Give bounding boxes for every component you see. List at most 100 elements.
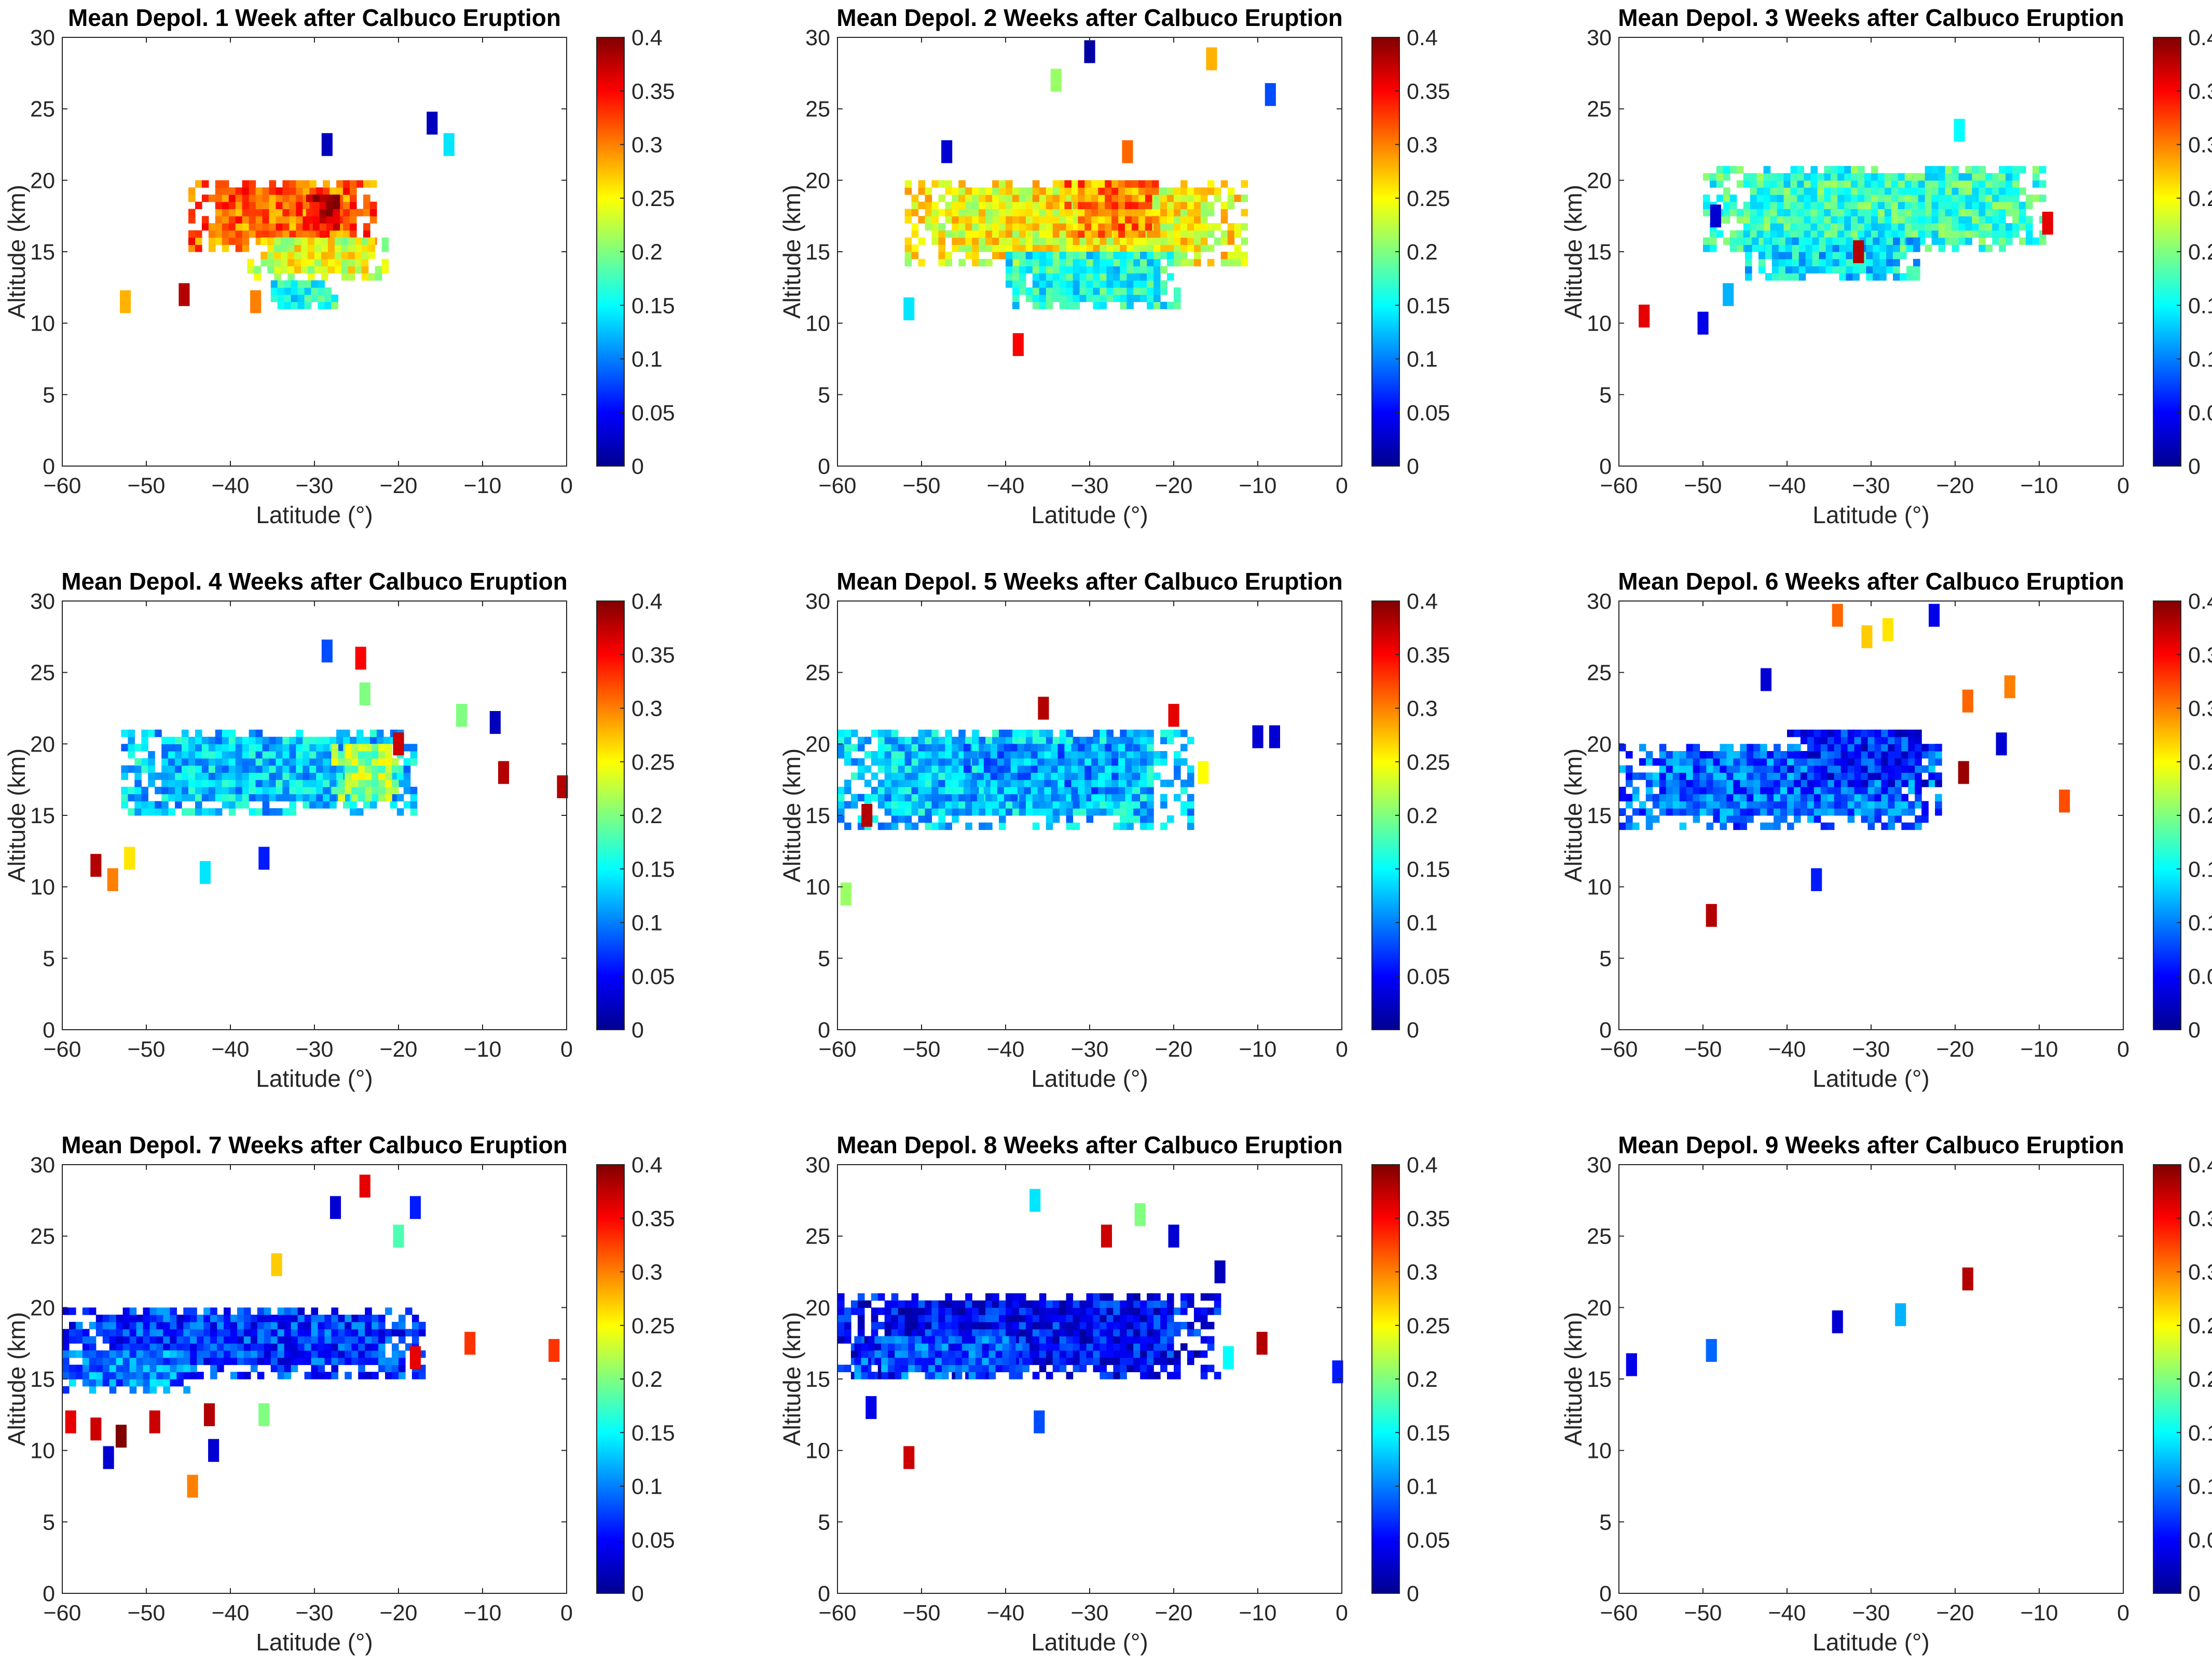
heatmap-cell [215,808,223,816]
heatmap-cell [141,758,148,766]
heatmap-cell [354,252,362,260]
heatmap-cell [102,1329,110,1336]
heatmap-cell [149,1386,157,1394]
heatmap-cell [972,223,979,231]
heatmap-cell [1851,166,1858,174]
heatmap-cell [1046,187,1053,195]
heatmap-cell [1066,258,1074,267]
heatmap-cell [350,187,357,195]
heatmap-cell [1147,780,1154,787]
heatmap-cell [1031,786,1038,795]
heatmap-cell [999,736,1006,744]
heatmap-cell [1073,736,1080,744]
heatmap-cell [1105,209,1112,216]
heatmap-cell [1227,187,1235,195]
heatmap-cell [1111,201,1119,209]
heatmap-cell [1187,808,1194,816]
heatmap-cell [348,244,355,252]
heatmap-cell [350,201,357,209]
heatmap-cell [1804,216,1811,224]
heatmap-cell [1780,780,1788,787]
heatmap-cell [208,194,216,202]
heatmap-cell [235,230,243,238]
heatmap-cell [1743,223,1751,231]
heatmap-cell [2012,209,2019,216]
heatmap-cell [904,1329,912,1336]
heatmap-cell [294,266,301,274]
heatmap-cell [197,1350,204,1358]
heatmap-cell [301,237,308,245]
heatmap-cell [1915,765,1922,773]
heatmap-cell [864,1300,872,1308]
heatmap-cell [296,180,303,188]
heatmap-cell [358,758,365,766]
heatmap-cell [1645,794,1653,802]
heatmap-cell [324,1372,332,1380]
heatmap-cell [938,223,945,231]
heatmap-cell [1105,201,1112,209]
heatmap-cell [1010,765,1018,773]
heatmap-cell [1180,187,1188,195]
heatmap-cell [282,765,290,773]
heatmap-cell [116,1372,123,1380]
heatmap-cell [1071,794,1078,802]
heatmap-cell [965,237,972,245]
heatmap-cell [877,729,885,738]
heatmap-cell [972,801,979,809]
heatmap-cell [1659,772,1667,780]
heatmap-cell [904,1321,912,1330]
heatmap-cell [75,1336,83,1344]
heatmap-cell [222,230,229,238]
heatmap-cell [351,1350,359,1358]
heatmap-cell [128,808,135,816]
y-tick-label: 0 [818,1018,830,1043]
heatmap-cell [1804,194,1811,202]
heatmap-cell [1032,187,1040,195]
heatmap-cell [1819,266,1826,274]
heatmap-cell [844,729,851,738]
heatmap-cell [884,801,892,809]
heatmap-cell [210,1350,217,1358]
x-tick-label: −40 [987,1037,1025,1062]
heatmap-cell [262,751,270,759]
heatmap-cell [999,1300,1006,1308]
heatmap-cell [1113,280,1120,288]
heatmap-cell [1999,209,2006,216]
heatmap-cell [985,801,993,809]
heatmap-cell [1024,765,1032,773]
heatmap-cell [1810,173,1818,181]
heatmap-cell [1840,808,1848,816]
heatmap-cell [128,736,135,744]
heatmap-cell [2019,209,2026,216]
heatmap-cell [1113,801,1120,809]
heatmap-cell [1180,780,1188,787]
heatmap-cell [1207,209,1215,216]
heatmap-cell [303,801,310,809]
heatmap-cell [1160,237,1167,245]
colorbar-tick-label: 0.2 [2188,803,2212,828]
heatmap-cell [255,729,263,738]
heatmap-cell [904,244,912,252]
heatmap-cell [301,244,308,252]
heatmap-cell [1686,808,1694,816]
heatmap-cell [289,201,296,209]
heatmap-cell [1147,751,1154,759]
heatmap-cell [242,223,250,231]
heatmap-cell [1118,223,1125,231]
heatmap-cell [1774,801,1781,809]
heatmap-cell [255,780,263,787]
heatmap-cell [274,266,281,274]
heatmap-cell [201,808,209,816]
heatmap-cell [1132,794,1139,802]
heatmap-cell [1052,244,1060,252]
heatmap-cell [1866,273,1873,281]
heatmap-cell [1153,209,1161,216]
heatmap-cell [1915,772,1922,780]
heatmap-cell [69,1364,76,1372]
heatmap-cell [1888,751,1895,759]
y-tick-label: 15 [805,803,830,828]
heatmap-cell [1174,758,1181,766]
heatmap-cell [857,1321,865,1330]
heatmap-cell [877,786,885,795]
heatmap-cell [323,772,330,780]
